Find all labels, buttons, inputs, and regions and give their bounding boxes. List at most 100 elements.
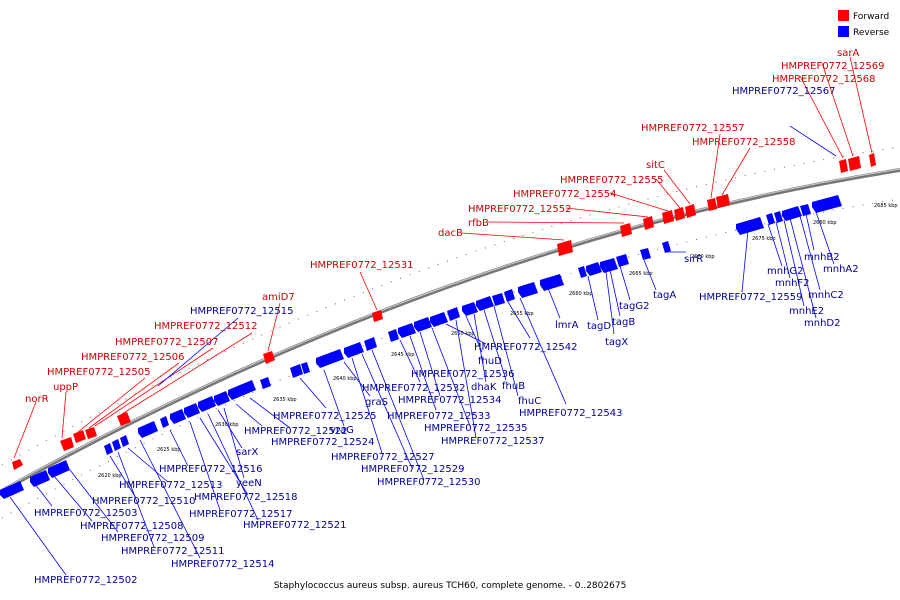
reverse-gene xyxy=(260,377,271,389)
gene-label: rfbB xyxy=(468,218,489,229)
forward-gene xyxy=(662,210,674,224)
reverse-gene xyxy=(578,266,587,278)
tick-label: 2640 kbp xyxy=(333,376,357,382)
tick-label: 2635 kbp xyxy=(273,397,297,403)
gene-label: HMPREF0772_12515 xyxy=(190,306,293,317)
gene-label: uppP xyxy=(53,382,78,393)
gene-label: tagB xyxy=(612,317,635,328)
tick-label: 2645 kbp xyxy=(391,352,415,358)
gene-label: HMPREF0772_12507 xyxy=(115,337,218,348)
gene-label: graS xyxy=(365,397,388,408)
gene-label: tagD xyxy=(587,321,611,332)
forward-gene xyxy=(839,159,848,173)
reverse-gene xyxy=(198,396,216,412)
gene-label: HMPREF0772_12517 xyxy=(189,509,292,520)
gene-label: dhaK xyxy=(471,382,497,393)
gene-label: HMPREF0772_12532 xyxy=(362,383,465,394)
gene-label: mnhE2 xyxy=(789,306,824,317)
gene-label: HMPREF0772_12555 xyxy=(560,175,663,186)
gene-label: sarA xyxy=(837,48,859,59)
gene-label: mnhF2 xyxy=(775,278,810,289)
forward-gene xyxy=(73,430,86,443)
gene-label: sarX xyxy=(236,447,258,458)
genome-caption: Staphylococcus aureus subsp. aureus TCH6… xyxy=(274,581,627,591)
gene-label: HMPREF0772_12543 xyxy=(519,408,622,419)
reverse-gene xyxy=(228,380,256,400)
gene-label: HMPREF0772_12529 xyxy=(361,464,464,475)
reverse-gene xyxy=(138,421,158,438)
gene-label: HMPREF0772_12530 xyxy=(377,477,480,488)
gene-label: HMPREF0772_12518 xyxy=(194,492,297,503)
reverse-gene xyxy=(388,329,399,342)
gene-label: HMPREF0772_12531 xyxy=(310,260,413,271)
gene-label: HMPREF0772_12542 xyxy=(474,342,577,353)
gene-label: tagX xyxy=(605,337,628,348)
legend: Forward Reverse xyxy=(838,10,890,38)
reverse-gene xyxy=(430,312,448,327)
reverse-gene xyxy=(492,293,505,306)
gene-label: HMPREF0772_12514 xyxy=(171,559,274,570)
gene-label: HMPREF0772_12521 xyxy=(243,520,346,531)
gene-label: HMPREF0772_12505 xyxy=(47,367,150,378)
tick-label: 2625 kbp xyxy=(157,447,181,453)
gene-label: HMPREF0772_12533 xyxy=(387,411,490,422)
gene-label: HMPREF0772_12513 xyxy=(119,480,222,491)
gene-label: HMPREF0772_12516 xyxy=(159,464,262,475)
gene-label: HMPREF0772_12554 xyxy=(513,189,616,200)
reverse-gene xyxy=(104,443,113,455)
gene-label: HMPREF0772_12512 xyxy=(154,321,257,332)
gene-label: HMPREF0772_12502 xyxy=(34,575,137,586)
gene-label: HMPREF0772_12508 xyxy=(80,521,183,532)
tick-label: 2620 kbp xyxy=(98,473,122,479)
forward-gene xyxy=(685,204,696,218)
reverse-gene xyxy=(782,206,802,221)
gene-label: tagA xyxy=(653,290,676,301)
reverse-gene xyxy=(112,439,121,451)
gene-label: HMPREF0772_12527 xyxy=(331,452,434,463)
gene-label: HMPREF0772_12567 xyxy=(732,86,835,97)
forward-gene xyxy=(643,216,654,230)
reverse-gene xyxy=(316,349,344,368)
gene-label: amiD7 xyxy=(262,292,295,303)
reverse-gene xyxy=(504,289,515,302)
reverse-gene xyxy=(518,282,538,298)
gene-label: fhuD xyxy=(478,356,502,367)
reverse-gene xyxy=(540,274,564,291)
gene-label: mnhG2 xyxy=(767,266,804,277)
reverse-gene xyxy=(476,296,494,311)
forward-gene xyxy=(716,194,730,208)
gene-label: fhuC xyxy=(518,396,541,407)
reverse-gene xyxy=(290,364,303,378)
gene-label: HMPREF0772_12537 xyxy=(441,436,544,447)
gene-label: fhuB xyxy=(502,381,525,392)
gene-label: HMPREF0772_12557 xyxy=(641,123,744,134)
gene-label: mnhC2 xyxy=(808,290,844,301)
gene-label: HMPREF0772_12524 xyxy=(271,437,374,448)
reverse-gene xyxy=(640,248,651,260)
gene-label: HMPREF0772_12535 xyxy=(424,423,527,434)
legend-reverse-label: Reverse xyxy=(853,28,890,38)
gene-label: HMPREF0772_12511 xyxy=(121,546,224,557)
gene-label: HMPREF0772_12552 xyxy=(468,204,571,215)
tick-label: 2685 kbp xyxy=(874,203,898,209)
tick-label: 2680 kbp xyxy=(813,220,837,226)
legend-reverse-swatch xyxy=(838,26,849,37)
reverse-gene xyxy=(800,204,811,216)
forward-gene xyxy=(372,310,383,322)
reverse-gene xyxy=(344,342,364,358)
forward-gene xyxy=(85,427,97,439)
genome-map: Forward Reverse 2620 kbp 2625 kbp 2630 k… xyxy=(0,0,900,600)
gene-label: HMPREF0772_12568 xyxy=(772,74,875,85)
forward-gene xyxy=(12,459,23,470)
reverse-gene xyxy=(774,211,783,223)
reverse-gene xyxy=(812,195,842,213)
forward-gene xyxy=(620,223,632,237)
legend-forward-swatch xyxy=(838,10,849,21)
forward-gene xyxy=(60,437,74,451)
reverse-gene xyxy=(736,217,764,235)
gene-label: mnhB2 xyxy=(804,252,840,263)
reverse-labels: HMPREF0772_12515 HMPREF0772_12502 HMPREF… xyxy=(34,86,859,586)
reverse-gene xyxy=(766,213,775,225)
tick-label: 2660 kbp xyxy=(569,291,593,297)
gene-label: vraG xyxy=(330,425,354,436)
